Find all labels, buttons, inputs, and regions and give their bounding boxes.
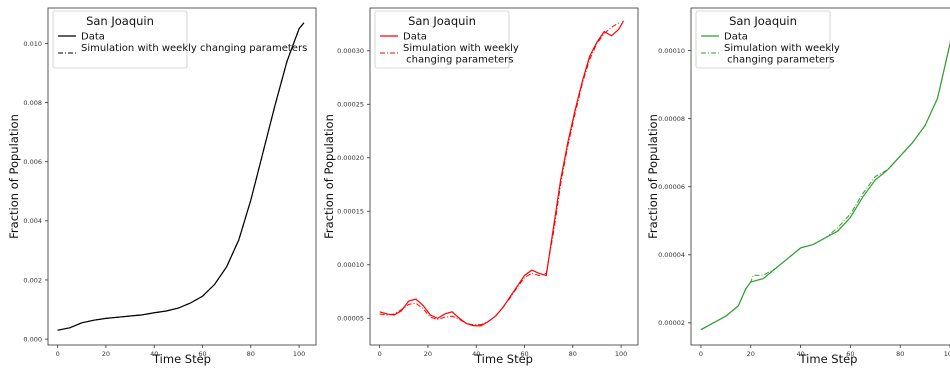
x-tick-label: 0 (699, 350, 703, 358)
x-tick-label: 20 (424, 350, 432, 358)
y-tick-label: 0.00005 (337, 315, 364, 323)
x-tick-label: 40 (796, 350, 804, 358)
y-tick-label: 0.00008 (658, 115, 685, 123)
legend-entry-simulation: Simulation with weekly changing paramete… (403, 43, 519, 66)
legend-box (52, 10, 188, 69)
x-tick-label: 40 (472, 350, 480, 358)
series-line-simulation (379, 22, 619, 326)
x-tick-label: 60 (520, 350, 528, 358)
legend-box (695, 10, 831, 69)
chart-panel-1: 0 20 40 60 80 100 0.000 0.002 0.004 0.006 0.008 0.0… (7, 7, 317, 366)
y-tick-label: 0.00020 (337, 154, 364, 162)
chart-panel-3: 0 20 40 60 80 100 0.00002 0.00004 0.00006 0.00008… (646, 7, 950, 366)
x-tick-label: 100 (615, 350, 627, 358)
legend-entry-simulation: Simulation with weekly changing paramete… (724, 43, 840, 66)
x-tick-label: 100 (293, 350, 305, 358)
plot-frame (369, 7, 639, 346)
y-tick-label: 0.00006 (658, 183, 685, 191)
y-tick-label: 0.004 (23, 217, 42, 225)
x-tick-label: 20 (102, 350, 110, 358)
y-tick-label: 0.00025 (337, 101, 364, 109)
legend-title: San Joaquin (408, 14, 476, 28)
x-tick-label: 80 (896, 350, 904, 358)
y-axis-label: Fraction of Population (646, 114, 660, 239)
x-tick-label: 60 (198, 350, 206, 358)
x-tick-label: 0 (378, 350, 382, 358)
x-tick-label: 80 (569, 350, 577, 358)
legend-entry-data: Data (403, 32, 427, 43)
y-tick-label: 0.00004 (658, 251, 685, 259)
plot-frame (47, 7, 317, 346)
y-tick-label: 0.010 (23, 40, 42, 48)
x-tick-label: 100 (944, 350, 950, 358)
y-tick-label: 0.000 (23, 335, 42, 343)
legend-entry-data: Data (81, 32, 105, 43)
y-tick-label: 0.002 (23, 276, 42, 284)
legend-entry-simulation: Simulation with weekly changing paramete… (81, 43, 307, 54)
plot-frame (690, 7, 950, 346)
x-tick-label: 40 (150, 350, 158, 358)
y-axis-label: Fraction of Population (7, 114, 21, 239)
legend-entry-data: Data (724, 32, 748, 43)
legend-title: San Joaquin (729, 14, 797, 28)
x-axis-label: Time Step (474, 352, 533, 366)
x-tick-label: 20 (747, 350, 755, 358)
y-tick-label: 0.008 (23, 99, 42, 107)
x-tick-label: 80 (247, 350, 255, 358)
y-tick-label: 0.00010 (337, 261, 364, 269)
x-tick-label: 0 (56, 350, 60, 358)
legend-title: San Joaquin (86, 14, 154, 28)
y-tick-label: 0.00015 (337, 208, 364, 216)
x-tick-label: 60 (846, 350, 854, 358)
y-axis-label: Fraction of Population (322, 114, 336, 239)
series-line-simulation (57, 22, 305, 331)
series-line-data (57, 22, 305, 331)
x-axis-label: Time Step (152, 352, 211, 366)
x-axis-label: Time Step (799, 352, 858, 366)
legend-box (374, 10, 510, 69)
y-tick-label: 0.00030 (337, 47, 364, 55)
y-tick-label: 0.00002 (658, 319, 685, 327)
y-tick-label: 0.006 (23, 158, 42, 166)
chart-panel-2: 0 20 40 60 80 100 0.00005 0.00010 0.00015 0.00020… (322, 7, 639, 366)
y-tick-label: 0.00010 (658, 47, 685, 55)
